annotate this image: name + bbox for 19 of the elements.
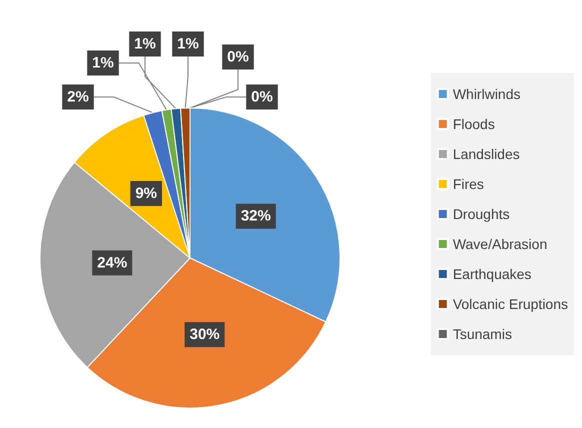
- text: 0%: [251, 88, 273, 106]
- legend-label: Droughts: [452, 206, 510, 222]
- legend-label: Whirlwinds: [452, 86, 521, 102]
- data-label: 30%: [190, 326, 220, 344]
- data-label: 1%: [177, 36, 199, 52]
- legend-label: Wave/Abrasion: [452, 236, 548, 252]
- data-label: 9%: [135, 184, 157, 202]
- legend-label: Fires: [452, 176, 484, 192]
- legend-label: Landslides: [452, 146, 520, 162]
- data-label: 2%: [67, 88, 89, 106]
- data-label: 24%: [97, 254, 128, 272]
- legend-label: Earthquakes: [452, 266, 532, 282]
- data-label: 1%: [134, 36, 156, 52]
- legend-label: Volcanic Eruptions: [452, 296, 568, 312]
- text: 0%: [227, 48, 249, 66]
- legend-label: Floods: [452, 116, 495, 132]
- legend-label: Tsunamis: [452, 326, 512, 342]
- data-label: 32%: [240, 208, 271, 225]
- data-label: 1%: [92, 54, 114, 72]
